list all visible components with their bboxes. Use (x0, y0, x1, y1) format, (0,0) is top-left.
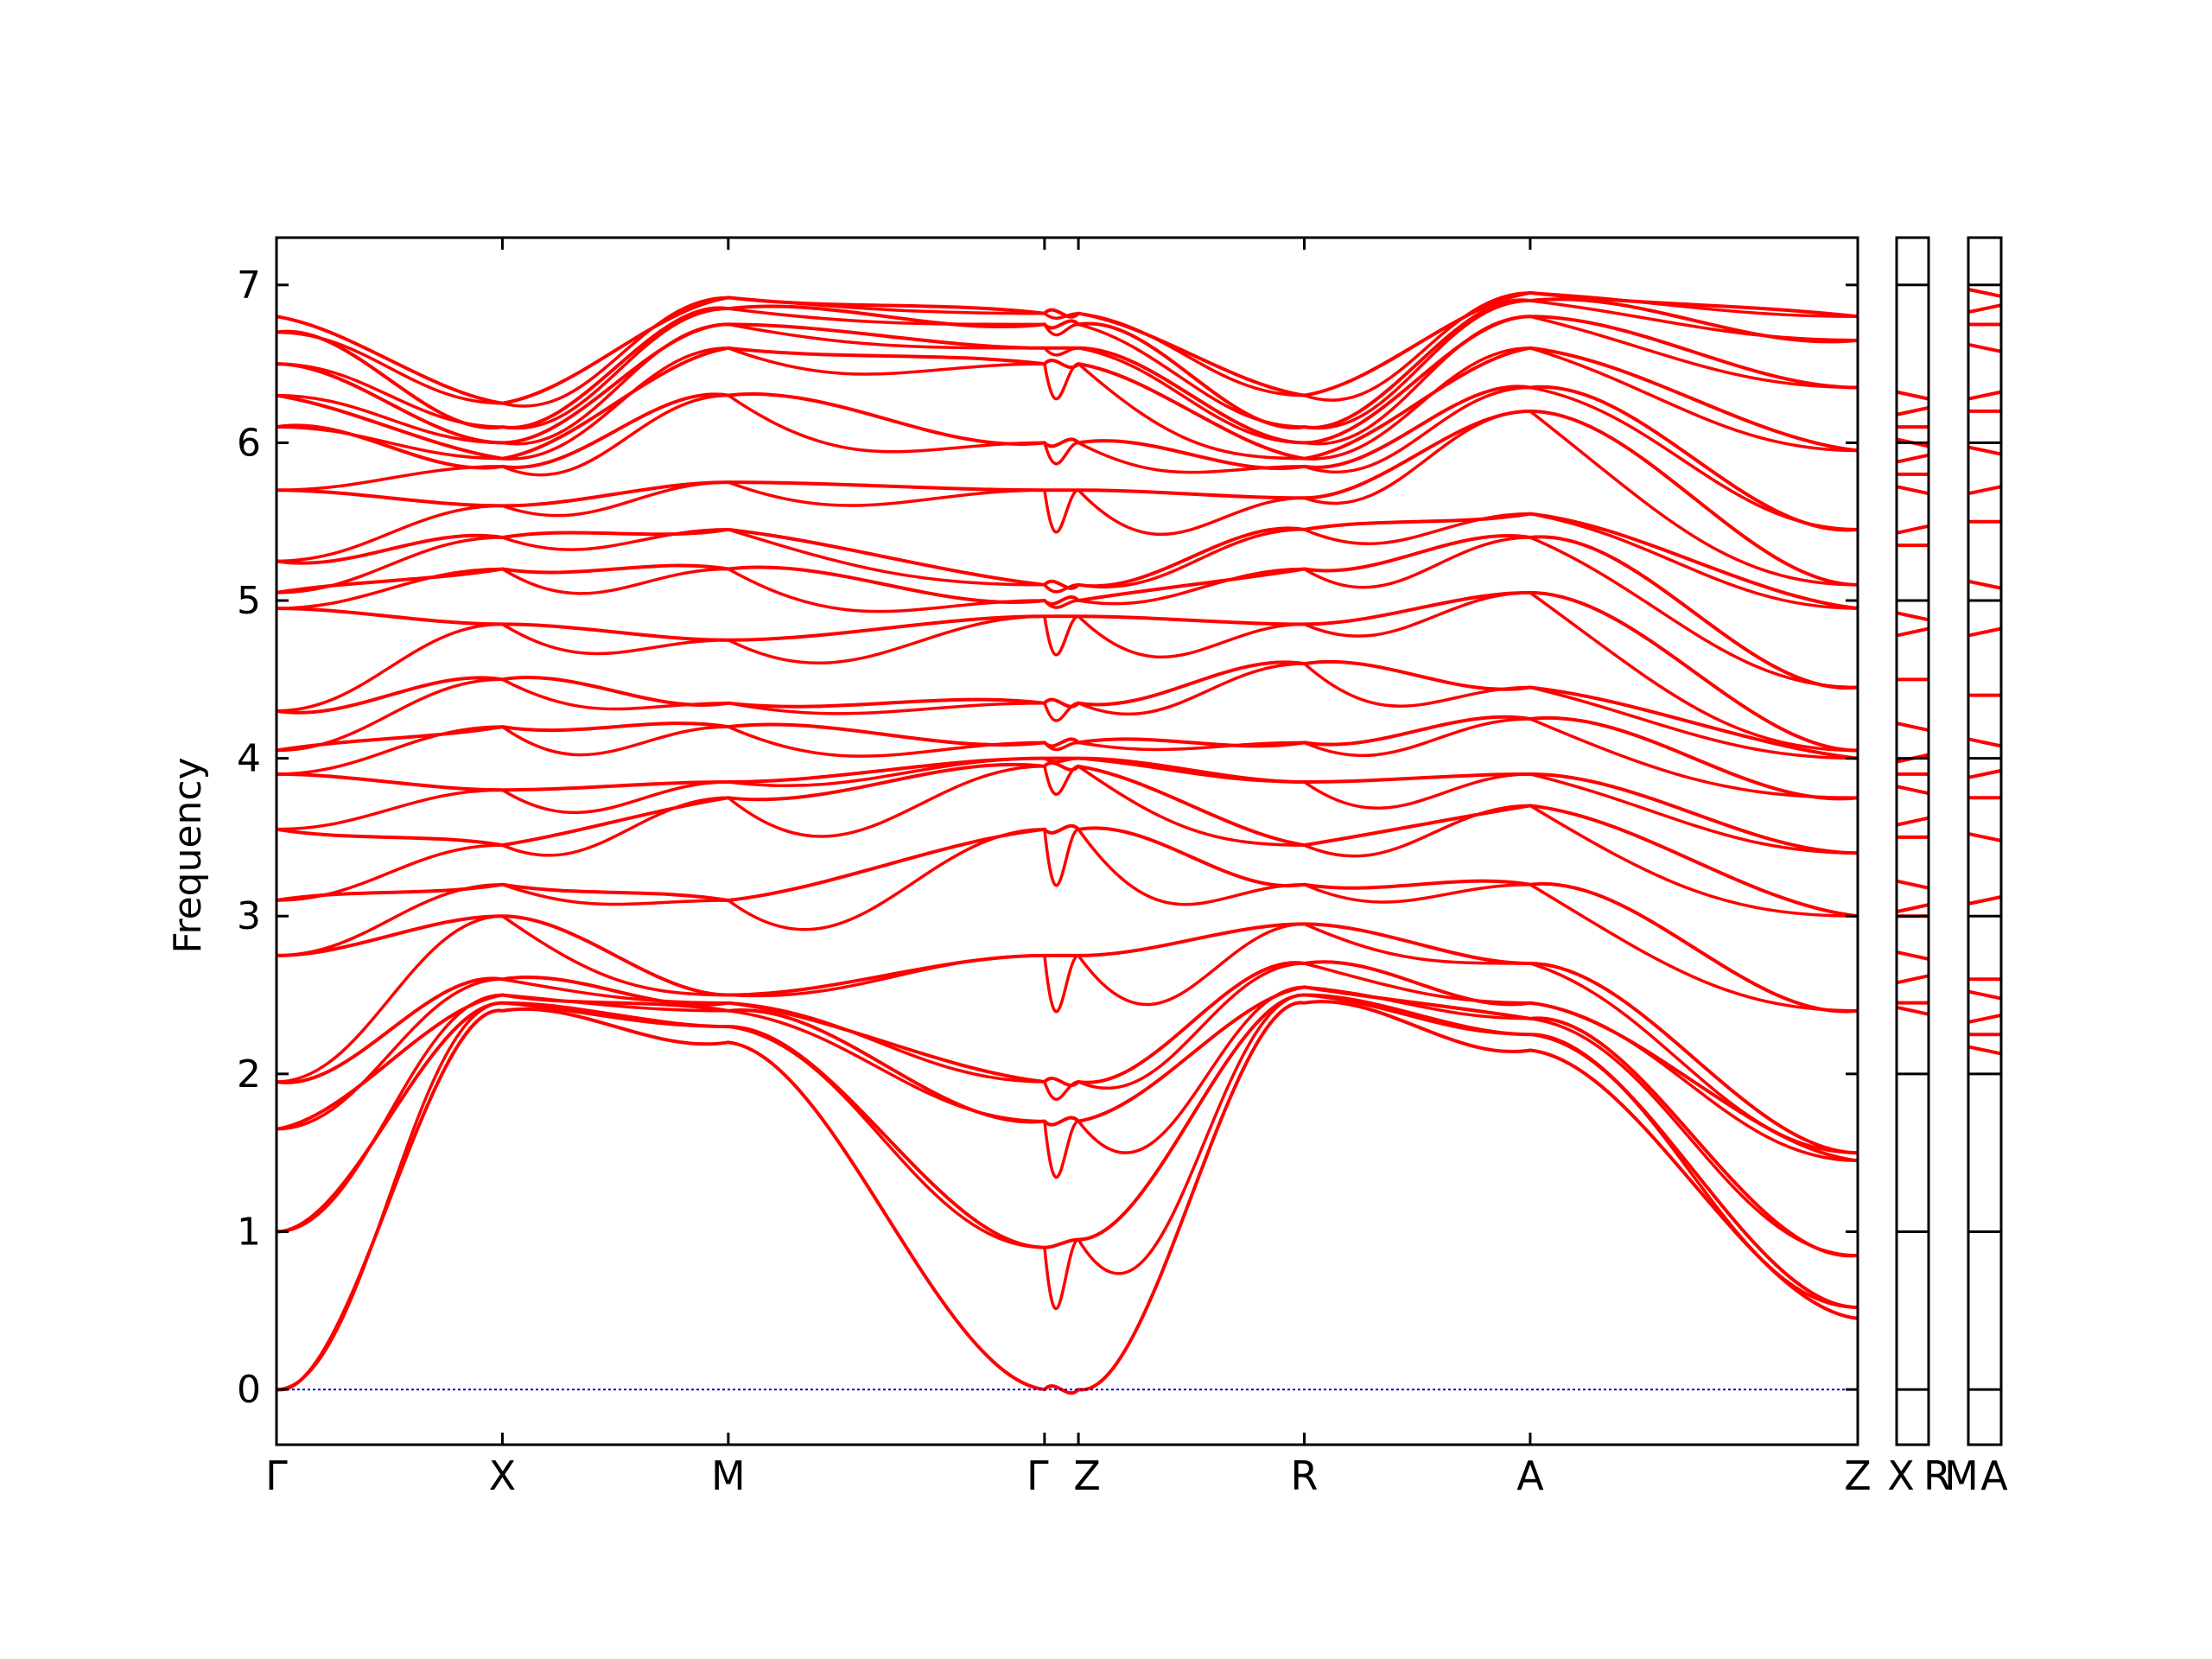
x-tick-label: R (1923, 1452, 1951, 1499)
band-line (276, 297, 1859, 430)
band-segment (1967, 1045, 2002, 1056)
band-line (276, 385, 1859, 531)
band-line (276, 756, 1859, 855)
main-band-lines (276, 290, 1859, 1395)
band-line (276, 985, 1859, 1257)
band-line (276, 914, 1859, 1155)
x-tick-label: A (1516, 1452, 1544, 1499)
y-tick-label: 3 (237, 894, 261, 938)
rma-panel-frame (1967, 236, 2003, 1446)
band-segment (1896, 1005, 1929, 1016)
band-segment (1896, 903, 1929, 914)
band-line (276, 756, 1859, 855)
band-segment (1896, 626, 1929, 638)
y-tick-label: 1 (237, 1210, 261, 1254)
band-line (276, 315, 1859, 446)
y-tick-label: 0 (237, 1368, 261, 1412)
y-tick-label: 2 (237, 1052, 261, 1096)
band-line (276, 299, 1859, 430)
band-segment (1967, 303, 2002, 315)
band-segment (1896, 950, 1929, 961)
band-segment (1967, 445, 2002, 456)
band-line (276, 410, 1859, 587)
axis-ticks (275, 238, 2001, 1445)
band-line (276, 512, 1859, 610)
band-segment (1967, 485, 2002, 496)
x-tick-label: Z (1844, 1452, 1872, 1499)
y-tick-label: 5 (237, 579, 261, 623)
band-segment (1967, 626, 2002, 638)
band-line (276, 914, 1859, 1154)
band-line (276, 985, 1859, 1258)
band-segment (1896, 816, 1929, 827)
x-tick-label: M (711, 1452, 746, 1499)
x-tick-label: Γ (265, 1452, 288, 1499)
x-tick-label: M (1944, 1452, 1979, 1499)
band-segment (1967, 831, 2002, 842)
band-line (276, 291, 1859, 408)
band-segment (1896, 485, 1929, 496)
band-segment (1896, 721, 1929, 733)
band-segment (1896, 611, 1929, 622)
band-segment (1967, 989, 2002, 1001)
x-tick-label: A (1980, 1452, 2008, 1499)
x-tick-label: Γ (1027, 1452, 1049, 1499)
band-line (276, 536, 1859, 690)
band-line (276, 765, 1859, 918)
band-line (276, 409, 1859, 587)
band-line (276, 662, 1859, 760)
band-segment (1967, 1013, 2002, 1024)
band-line (276, 591, 1859, 753)
x-tick-label: X (1887, 1452, 1915, 1499)
zx-panel-frame (1895, 236, 1930, 1446)
band-line (276, 962, 1859, 1163)
band-segment (1967, 768, 2002, 779)
main-plot-frame (275, 236, 1859, 1446)
y-tick-labels: 0 1 2 3 4 5 6 7 (237, 264, 261, 1412)
band-line (276, 828, 1859, 1013)
band-segment (1967, 737, 2002, 748)
band-line (276, 1000, 1859, 1395)
band-segment (1896, 390, 1929, 401)
y-axis-label: Frequency (166, 757, 210, 953)
x-tick-label: X (489, 1452, 517, 1499)
band-segment (1967, 895, 2002, 906)
band-segment (1896, 524, 1929, 535)
band-segment (1896, 785, 1929, 796)
band-line (276, 760, 1859, 918)
y-tick-label: 4 (237, 737, 261, 781)
band-segment (1967, 390, 2002, 401)
band-line (276, 823, 1859, 1014)
band-line (276, 590, 1859, 753)
band-line (276, 534, 1859, 690)
y-tick-label: 6 (237, 421, 261, 465)
band-line (276, 993, 1859, 1391)
band-line (276, 717, 1859, 800)
band-line (276, 346, 1859, 461)
x-tick-labels: Γ X M Γ Z R A Z X RM A (265, 1452, 2008, 1499)
band-line (276, 385, 1859, 532)
zx-panel-band-lines (1896, 390, 1929, 1016)
y-tick-label: 7 (237, 264, 261, 308)
band-segment (1896, 879, 1929, 890)
band-segment (1967, 287, 2002, 298)
band-segment (1896, 453, 1929, 464)
band-segment (1896, 405, 1929, 416)
x-tick-label: R (1291, 1452, 1319, 1499)
band-segment (1896, 974, 1929, 985)
rma-panel-band-lines (1967, 287, 2002, 1056)
band-segment (1967, 342, 2002, 353)
x-tick-label: Z (1073, 1452, 1101, 1499)
band-segment (1967, 579, 2002, 590)
